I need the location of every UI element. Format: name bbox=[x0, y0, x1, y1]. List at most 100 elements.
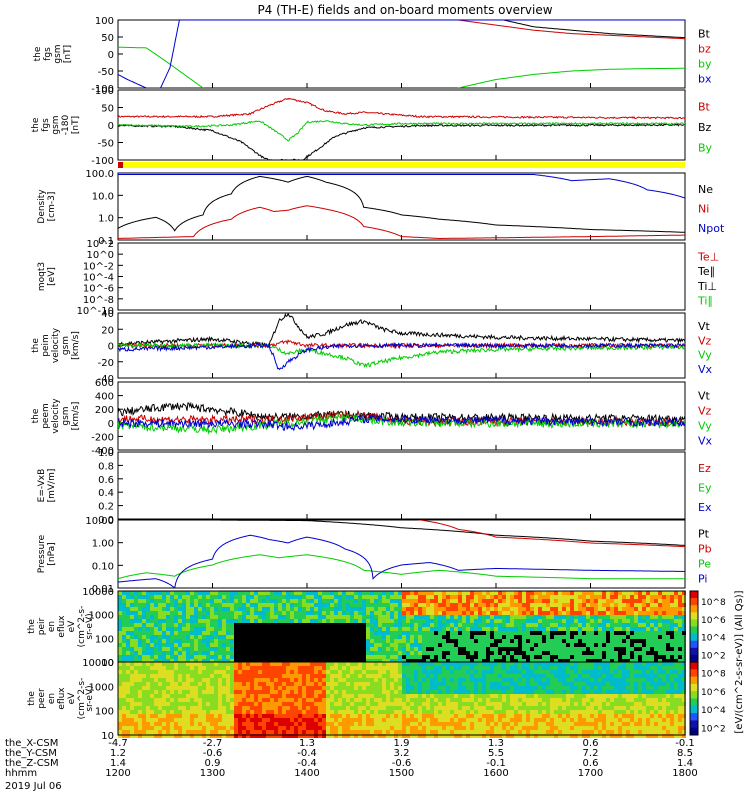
heatmap-cell bbox=[510, 682, 514, 686]
heatmap-cell bbox=[386, 631, 390, 635]
heatmap-cell bbox=[234, 706, 238, 710]
heatmap-cell bbox=[198, 595, 202, 599]
legend-entry: Vt bbox=[698, 390, 711, 403]
heatmap-cell bbox=[642, 647, 646, 651]
y-axis-label: en bbox=[47, 621, 57, 632]
heatmap-cell bbox=[554, 615, 558, 619]
heatmap-cell bbox=[190, 651, 194, 655]
heatmap-cell bbox=[278, 619, 282, 623]
heatmap-cell bbox=[562, 643, 566, 647]
heatmap-cell bbox=[298, 698, 302, 702]
heatmap-cell bbox=[462, 694, 466, 698]
heatmap-cell bbox=[258, 662, 262, 666]
heatmap-cell bbox=[442, 603, 446, 607]
heatmap-cell bbox=[402, 706, 406, 710]
heatmap-cell bbox=[550, 690, 554, 694]
heatmap-cell bbox=[294, 659, 298, 663]
heatmap-cell bbox=[526, 631, 530, 635]
heatmap-cell bbox=[318, 670, 322, 674]
heatmap-cell bbox=[154, 714, 158, 718]
heatmap-cell bbox=[466, 686, 470, 690]
heatmap-cell bbox=[306, 623, 310, 627]
heatmap-cell bbox=[250, 702, 254, 706]
heatmap-cell bbox=[182, 643, 186, 647]
heatmap-cell bbox=[194, 603, 198, 607]
heatmap-cell bbox=[326, 690, 330, 694]
heatmap-cell bbox=[522, 718, 526, 722]
heatmap-cell bbox=[202, 718, 206, 722]
heatmap-cell bbox=[310, 623, 314, 627]
heatmap-cell bbox=[510, 639, 514, 643]
heatmap-cell bbox=[654, 595, 658, 599]
heatmap-cell bbox=[458, 651, 462, 655]
heatmap-cell bbox=[218, 686, 222, 690]
heatmap-cell bbox=[190, 690, 194, 694]
heatmap-cell bbox=[126, 706, 130, 710]
heatmap-cell bbox=[502, 698, 506, 702]
heatmap-cell bbox=[434, 635, 438, 639]
heatmap-cell bbox=[194, 607, 198, 611]
heatmap-cell bbox=[118, 631, 122, 635]
heatmap-cell bbox=[670, 639, 674, 643]
heatmap-cell bbox=[422, 714, 426, 718]
y-tick-label: 10^-2 bbox=[83, 261, 114, 272]
heatmap-cell bbox=[506, 730, 510, 734]
heatmap-cell bbox=[338, 655, 342, 659]
heatmap-cell bbox=[674, 623, 678, 627]
heatmap-cell bbox=[382, 734, 386, 738]
heatmap-cell bbox=[206, 670, 210, 674]
heatmap-cell bbox=[378, 611, 382, 615]
heatmap-cell bbox=[230, 615, 234, 619]
heatmap-cell bbox=[306, 595, 310, 599]
heatmap-cell bbox=[274, 666, 278, 670]
legend-entry: By bbox=[698, 142, 713, 155]
heatmap-cell bbox=[294, 718, 298, 722]
heatmap-cell bbox=[350, 603, 354, 607]
heatmap-cell bbox=[406, 635, 410, 639]
heatmap-cell bbox=[350, 635, 354, 639]
heatmap-cell bbox=[178, 686, 182, 690]
heatmap-cell bbox=[390, 690, 394, 694]
heatmap-cell bbox=[630, 607, 634, 611]
heatmap-cell bbox=[498, 635, 502, 639]
heatmap-cell bbox=[414, 702, 418, 706]
heatmap-cell bbox=[530, 690, 534, 694]
heatmap-cell bbox=[410, 619, 414, 623]
heatmap-cell bbox=[126, 702, 130, 706]
heatmap-cell bbox=[474, 611, 478, 615]
heatmap-cell bbox=[338, 730, 342, 734]
heatmap-cell bbox=[510, 666, 514, 670]
heatmap-cell bbox=[118, 698, 122, 702]
heatmap-cell bbox=[138, 734, 142, 738]
heatmap-cell bbox=[122, 718, 126, 722]
heatmap-cell bbox=[134, 647, 138, 651]
heatmap-cell bbox=[414, 682, 418, 686]
heatmap-cell bbox=[466, 611, 470, 615]
heatmap-cell bbox=[202, 714, 206, 718]
heatmap-cell bbox=[318, 678, 322, 682]
heatmap-cell bbox=[254, 607, 258, 611]
heatmap-cell bbox=[438, 706, 442, 710]
heatmap-cell bbox=[374, 651, 378, 655]
heatmap-cell bbox=[342, 595, 346, 599]
heatmap-cell bbox=[270, 639, 274, 643]
heatmap-cell bbox=[534, 595, 538, 599]
heatmap-cell bbox=[186, 698, 190, 702]
heatmap-cell bbox=[430, 674, 434, 678]
heatmap-cell bbox=[314, 659, 318, 663]
heatmap-cell bbox=[634, 635, 638, 639]
heatmap-cell bbox=[258, 607, 262, 611]
heatmap-cell bbox=[346, 619, 350, 623]
heatmap-cell bbox=[334, 690, 338, 694]
heatmap-cell bbox=[590, 607, 594, 611]
heatmap-cell bbox=[318, 714, 322, 718]
heatmap-cell bbox=[442, 726, 446, 730]
heatmap-cell bbox=[194, 710, 198, 714]
heatmap-cell bbox=[542, 619, 546, 623]
heatmap-cell bbox=[282, 714, 286, 718]
y-axis-label: eflux bbox=[57, 615, 67, 638]
heatmap-cell bbox=[394, 591, 398, 595]
heatmap-cell bbox=[150, 674, 154, 678]
legend-entry: Bt bbox=[698, 100, 711, 113]
heatmap-cell bbox=[274, 726, 278, 730]
